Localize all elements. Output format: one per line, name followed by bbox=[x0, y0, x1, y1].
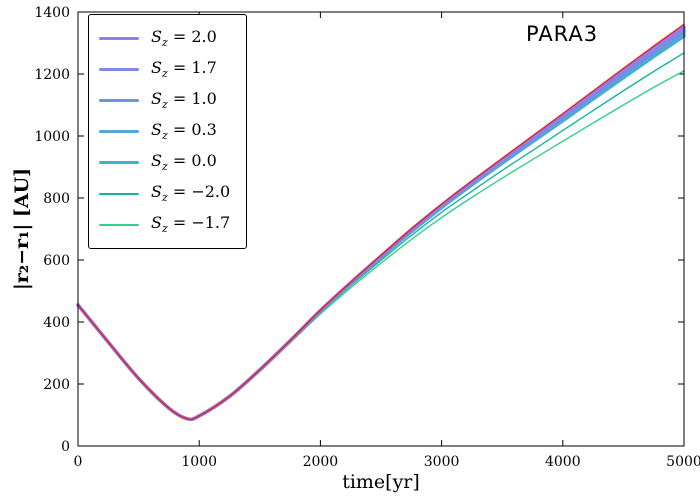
legend-line-sample bbox=[99, 192, 139, 195]
y-tick-label: 1000 bbox=[34, 129, 70, 145]
y-tick-label: 800 bbox=[43, 191, 70, 207]
legend-box: Sz = 2.0 Sz = 1.7 Sz = 1.0 Sz = 0.3 Sz = 0.0… bbox=[88, 14, 248, 249]
y-tick-label: 400 bbox=[43, 315, 70, 331]
legend-entry: Sz = 1.0 bbox=[99, 85, 230, 116]
x-tick-label: 2000 bbox=[303, 454, 339, 470]
legend-label: Sz = −1.7 bbox=[151, 213, 231, 236]
legend-line-sample bbox=[99, 36, 139, 41]
x-axis-label: time[yr] bbox=[342, 471, 420, 493]
legend-entry: Sz = 0.3 bbox=[99, 116, 230, 147]
legend-line-sample bbox=[99, 160, 139, 165]
plot-frame bbox=[77, 11, 685, 447]
x-tick-label: 1000 bbox=[181, 454, 217, 470]
x-tick-label: 0 bbox=[74, 454, 83, 470]
legend-entry: Sz = 1.7 bbox=[99, 54, 230, 85]
legend-entry: Sz = −2.0 bbox=[99, 178, 230, 209]
legend-line-sample bbox=[99, 223, 139, 226]
legend-label: Sz = 1.0 bbox=[151, 89, 217, 112]
y-axis-label: |r₂−r₁| [AU] bbox=[11, 167, 33, 291]
legend-entry: Sz = −1.7 bbox=[99, 209, 230, 240]
plot-annotation: PARA3 bbox=[526, 22, 599, 46]
y-tick-label: 200 bbox=[43, 377, 70, 393]
legend-entry: Sz = 2.0 bbox=[99, 23, 230, 54]
legend-line-sample bbox=[99, 67, 139, 72]
legend-label: Sz = 2.0 bbox=[151, 27, 217, 50]
y-tick-label: 1200 bbox=[34, 67, 70, 83]
x-tick-label: 4000 bbox=[545, 454, 581, 470]
x-tick-label: 5000 bbox=[666, 454, 700, 470]
legend-label: Sz = 0.0 bbox=[151, 151, 217, 174]
y-tick-label: 0 bbox=[61, 439, 70, 455]
legend-line-sample bbox=[99, 129, 139, 134]
y-tick-label: 600 bbox=[43, 253, 70, 269]
legend-label: Sz = 0.3 bbox=[151, 120, 217, 143]
legend-label: Sz = 1.7 bbox=[151, 58, 217, 81]
y-tick-label: 1400 bbox=[34, 5, 70, 21]
legend-label: Sz = −2.0 bbox=[151, 182, 231, 205]
legend-entry: Sz = 0.0 bbox=[99, 147, 230, 178]
x-tick-label: 3000 bbox=[424, 454, 460, 470]
legend-line-sample bbox=[99, 98, 139, 103]
series-line-red-curve bbox=[77, 23, 685, 421]
